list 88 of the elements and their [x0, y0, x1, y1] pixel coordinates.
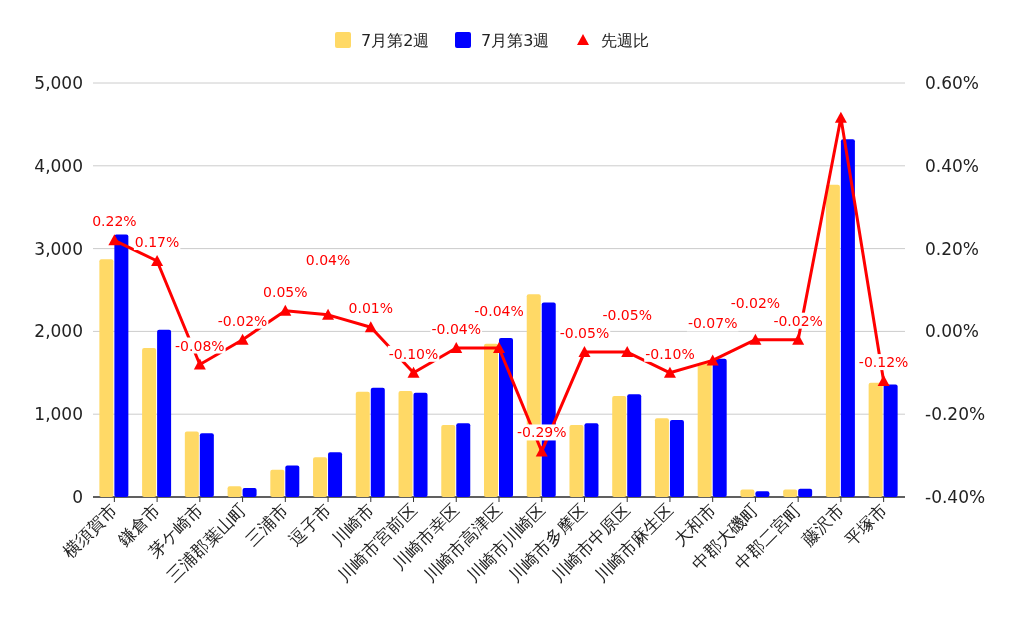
- y2-tick-label: 0.40%: [925, 155, 980, 176]
- data-label: -0.10%: [645, 345, 695, 362]
- y2-tick-label: -0.40%: [925, 487, 986, 507]
- bar: [142, 347, 157, 497]
- point: [877, 375, 890, 387]
- bar: [584, 423, 599, 497]
- point: [749, 333, 762, 345]
- point: [493, 341, 505, 353]
- bar: [627, 394, 642, 497]
- point: [450, 341, 463, 353]
- y2-tick-label: 0.60%: [925, 73, 980, 93]
- data-label: -0.05%: [602, 307, 652, 324]
- bar: [755, 491, 770, 497]
- bar: [157, 329, 172, 497]
- bar: [328, 452, 343, 497]
- point: [236, 333, 249, 345]
- point: [834, 111, 847, 123]
- data-label: -0.29%: [516, 424, 567, 441]
- bar: [840, 139, 855, 497]
- point: [364, 321, 377, 333]
- point: [621, 346, 634, 358]
- y-tick-label: 3,000: [34, 238, 83, 259]
- data-label: -0.05%: [559, 325, 610, 342]
- bar: [313, 457, 328, 497]
- point: [151, 255, 164, 267]
- bar: [499, 338, 513, 497]
- data-label: 0.01%: [348, 300, 394, 317]
- bar: [825, 184, 840, 497]
- data-label: -0.04%: [474, 302, 524, 319]
- data-label: -0.07%: [687, 315, 738, 332]
- legend-label: 先週比: [601, 31, 649, 50]
- bar: [612, 395, 627, 497]
- bar: [569, 424, 584, 497]
- y-tick-label: 1,000: [34, 404, 83, 425]
- y-tick-label: 4,000: [34, 155, 83, 176]
- y2-tick-label: 0.00%: [925, 321, 980, 342]
- y2-tick-label: -0.20%: [925, 404, 986, 425]
- bar: [798, 488, 813, 497]
- bar: [883, 384, 898, 497]
- bar: [740, 489, 755, 497]
- data-label: -0.02%: [217, 312, 268, 329]
- bar: [484, 343, 498, 497]
- bar: [270, 469, 285, 497]
- y-tick-label: 5,000: [34, 73, 83, 93]
- data-label: -0.02%: [730, 294, 781, 311]
- bar: [114, 234, 129, 497]
- y-tick-label: 2,000: [34, 321, 83, 342]
- bar: [285, 465, 300, 497]
- point: [578, 346, 591, 358]
- bar: [868, 382, 883, 497]
- legend-label: 7月第3週: [481, 31, 550, 50]
- bar: [697, 362, 712, 497]
- bar: [441, 424, 456, 497]
- bar: [370, 387, 385, 497]
- bar: [227, 486, 242, 497]
- point: [322, 308, 335, 320]
- bar: [199, 433, 214, 497]
- bar: [783, 489, 798, 497]
- data-label: -0.08%: [175, 337, 225, 354]
- data-label: 0.05%: [263, 283, 308, 300]
- data-label: -0.04%: [431, 320, 482, 337]
- bar: [242, 487, 257, 497]
- data-label: 0.04%: [305, 251, 351, 268]
- bar: [355, 391, 370, 497]
- point: [279, 304, 292, 316]
- bar: [398, 391, 413, 497]
- bar: [456, 423, 471, 497]
- bar: [654, 418, 669, 497]
- bar: [99, 259, 114, 497]
- point: [792, 333, 805, 345]
- point: [108, 234, 121, 246]
- bar: [184, 431, 199, 497]
- legend-label: 7月第2週: [361, 31, 430, 50]
- point: [407, 366, 420, 378]
- point: [663, 366, 676, 378]
- bar: [413, 392, 428, 497]
- data-label: 0.22%: [92, 213, 137, 230]
- data-label: 0.17%: [134, 234, 180, 251]
- data-label: -0.10%: [388, 345, 439, 362]
- data-label: -0.02%: [773, 312, 823, 329]
- point: [193, 358, 206, 370]
- point: [535, 445, 548, 457]
- y-tick-label: 0: [72, 487, 83, 507]
- data-label: -0.12%: [858, 354, 909, 371]
- bar: [669, 420, 684, 497]
- bar: [712, 358, 727, 497]
- point: [706, 354, 719, 366]
- y2-tick-label: 0.20%: [925, 238, 980, 259]
